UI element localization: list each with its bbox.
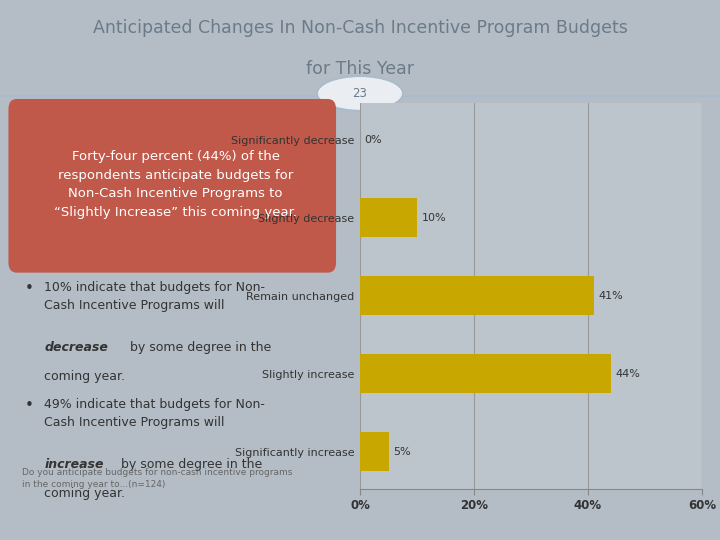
Text: •: • (24, 281, 34, 296)
Text: 10% indicate that budgets for Non-
Cash Incentive Programs will: 10% indicate that budgets for Non- Cash … (45, 281, 266, 312)
Text: 23: 23 (353, 87, 367, 100)
Text: coming year.: coming year. (45, 369, 125, 382)
Text: coming year.: coming year. (45, 487, 125, 500)
Text: 49% indicate that budgets for Non-
Cash Incentive Programs will: 49% indicate that budgets for Non- Cash … (45, 398, 266, 429)
Text: 44%: 44% (616, 369, 640, 379)
Text: Do you anticipate budgets for non-cash incentive programs
in the coming year to.: Do you anticipate budgets for non-cash i… (22, 468, 292, 489)
Text: 41%: 41% (598, 291, 623, 301)
Text: 5%: 5% (393, 447, 410, 457)
Text: •: • (24, 398, 34, 413)
Text: for This Year: for This Year (306, 60, 414, 78)
Text: increase: increase (45, 458, 104, 471)
Circle shape (317, 76, 403, 111)
Text: by some degree in the: by some degree in the (127, 341, 271, 354)
Text: Anticipated Changes In Non-Cash Incentive Program Budgets: Anticipated Changes In Non-Cash Incentiv… (93, 18, 627, 37)
Text: 0%: 0% (364, 134, 382, 145)
Bar (360, 432, 389, 471)
FancyBboxPatch shape (9, 99, 336, 273)
Bar (360, 276, 594, 315)
Text: Forty-four percent (44%) of the
respondents anticipate budgets for
Non-Cash Ince: Forty-four percent (44%) of the responde… (54, 150, 297, 219)
Text: 10%: 10% (422, 213, 446, 222)
Text: by some degree in the: by some degree in the (117, 458, 262, 471)
Bar (360, 354, 611, 393)
Bar (360, 198, 417, 237)
Text: decrease: decrease (45, 341, 108, 354)
